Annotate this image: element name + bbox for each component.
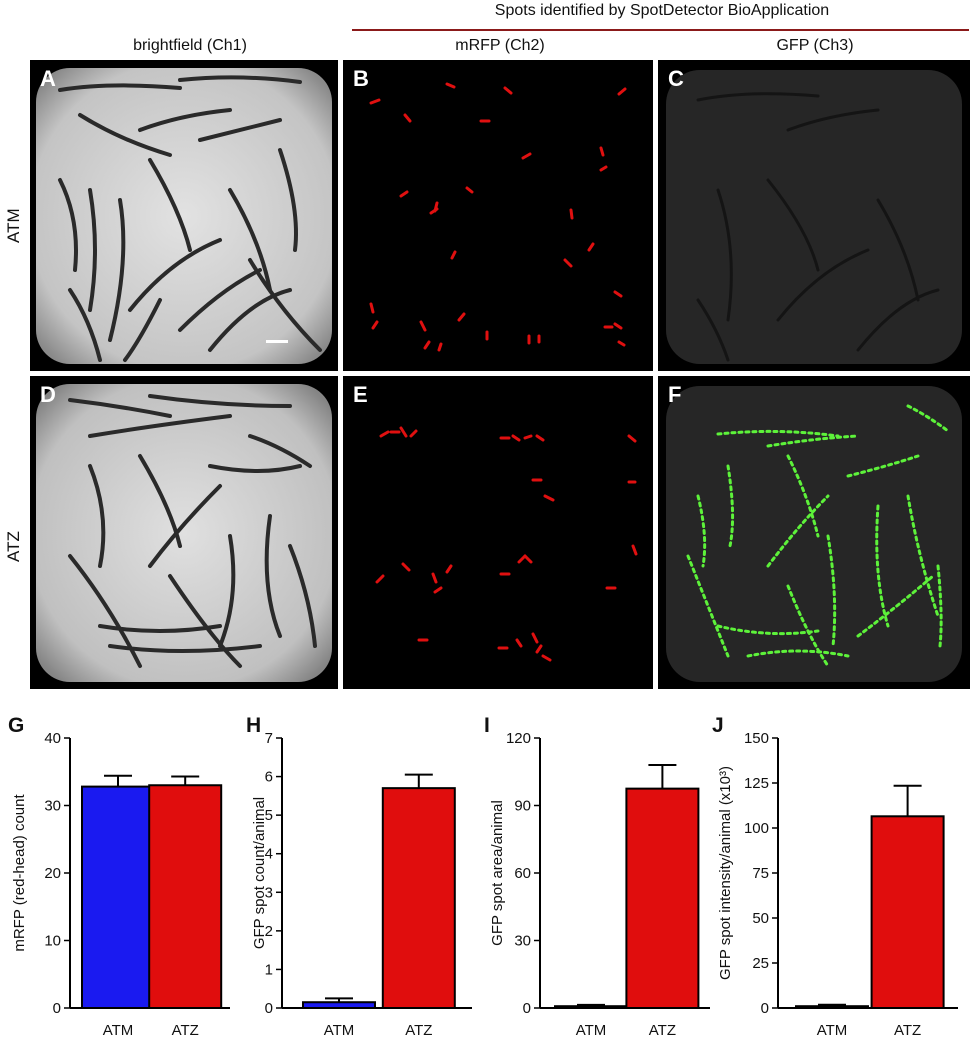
x-category-label: ATZ <box>894 1022 921 1039</box>
chart-letter-i: I <box>484 714 490 737</box>
panel-letter: B <box>353 66 369 91</box>
scale-bar <box>266 340 288 343</box>
brightfield-image <box>36 68 332 364</box>
bar-atz <box>381 787 456 1010</box>
chart-g-mrfp-count: 0 10 20 30 40 mRFP (red-head) count ATM ATZ <box>11 730 230 1039</box>
gfp-image <box>666 386 962 682</box>
worm-shadows <box>696 92 940 362</box>
panel-letter: D <box>40 382 56 407</box>
y-tick-label: 6 <box>265 769 273 786</box>
y-tick-label: 7 <box>265 730 273 747</box>
panel-letter: C <box>668 66 684 91</box>
y-tick-label: 0 <box>523 1000 531 1017</box>
worms <box>68 394 317 668</box>
chart-letter-g: G <box>8 714 25 737</box>
y-tick-label: 90 <box>514 798 531 815</box>
y-tick-label: 100 <box>744 820 769 837</box>
gfp-spots <box>686 404 950 668</box>
x-category-label: ATM <box>817 1022 848 1039</box>
y-tick-label: 1 <box>265 961 273 978</box>
row-label-atm: ATM <box>4 208 23 243</box>
panel-b-mrfp-atm: B <box>343 60 653 371</box>
y-tick-label: 120 <box>506 730 531 747</box>
bar-atm <box>81 785 155 1009</box>
bar-atm <box>795 1005 869 1010</box>
y-tick-label: 0 <box>265 1000 273 1017</box>
y-tick-label: 150 <box>744 730 769 747</box>
panel-letter: A <box>40 66 56 91</box>
panel-d-brightfield-atz: D <box>30 376 338 689</box>
y-tick-label: 125 <box>744 775 769 792</box>
panel-a-brightfield-atm: A <box>30 60 338 371</box>
y-tick-label: 60 <box>514 865 531 882</box>
brightfield-image <box>36 384 332 682</box>
panel-letter: F <box>668 382 682 407</box>
rfp-spots <box>369 82 627 352</box>
x-category-label: ATZ <box>172 1022 199 1039</box>
chart-letter-h: H <box>246 714 262 737</box>
worms <box>58 75 322 362</box>
y-tick-label: 50 <box>752 910 769 927</box>
y-axis-label: GFP spot intensity/animal (x10³) <box>717 766 734 980</box>
y-tick-label: 2 <box>265 923 273 940</box>
x-category-label: ATM <box>103 1022 134 1039</box>
y-tick-label: 20 <box>44 865 61 882</box>
chart-j-gfp-spot-intensity: 0 25 50 75 100 125 150 GFP spot intensity/anima… <box>717 730 958 1039</box>
bar-atz <box>625 787 700 1009</box>
rfp-spots <box>375 426 638 662</box>
x-category-label: ATZ <box>649 1022 676 1039</box>
y-tick-label: 30 <box>44 798 61 815</box>
col-label-brightfield: brightfield (Ch1) <box>133 37 247 54</box>
x-category-label: ATM <box>324 1022 355 1039</box>
panel-letter: E <box>353 382 368 407</box>
chart-letter-j: J <box>712 714 724 737</box>
figure-header-title: Spots identified by SpotDetector BioAppl… <box>494 2 830 19</box>
col-label-mrfp: mRFP (Ch2) <box>455 37 545 54</box>
header-rule <box>352 29 969 31</box>
y-tick-label: 40 <box>44 730 61 747</box>
bar-atm <box>554 1005 628 1010</box>
row-label-atz: ATZ <box>4 531 23 562</box>
gfp-image <box>666 70 962 364</box>
panel-c-gfp-atm: C <box>658 60 970 371</box>
y-axis-label: mRFP (red-head) count <box>11 794 28 952</box>
y-tick-label: 10 <box>44 933 61 950</box>
chart-i-gfp-spot-area: 0 30 60 90 120 GFP spot area/animal ATM ATZ <box>489 730 710 1039</box>
chart-h-gfp-spot-count: 0 1 2 3 4 5 6 7 GFP spot count/animal ATM ATZ <box>251 730 472 1039</box>
y-axis-label: GFP spot count/animal <box>251 797 268 949</box>
panel-f-gfp-atz: F <box>658 376 970 689</box>
bar-atz <box>148 784 223 1009</box>
bar-atm <box>302 1001 376 1010</box>
y-tick-label: 5 <box>265 807 273 824</box>
y-tick-label: 30 <box>514 933 531 950</box>
y-tick-label: 3 <box>265 884 273 901</box>
x-category-label: ATM <box>576 1022 607 1039</box>
y-tick-label: 0 <box>53 1000 61 1017</box>
y-tick-label: 75 <box>752 865 769 882</box>
mrfp-image <box>375 426 638 662</box>
panel-e-mrfp-atz: E <box>343 376 653 689</box>
col-label-gfp: GFP (Ch3) <box>776 37 854 54</box>
y-axis-label: GFP spot area/animal <box>489 800 506 946</box>
x-category-label: ATZ <box>405 1022 432 1039</box>
y-tick-label: 25 <box>752 955 769 972</box>
mrfp-image <box>369 82 627 352</box>
y-tick-label: 4 <box>265 846 273 863</box>
bar-atz <box>870 815 945 1009</box>
y-tick-label: 0 <box>761 1000 769 1017</box>
